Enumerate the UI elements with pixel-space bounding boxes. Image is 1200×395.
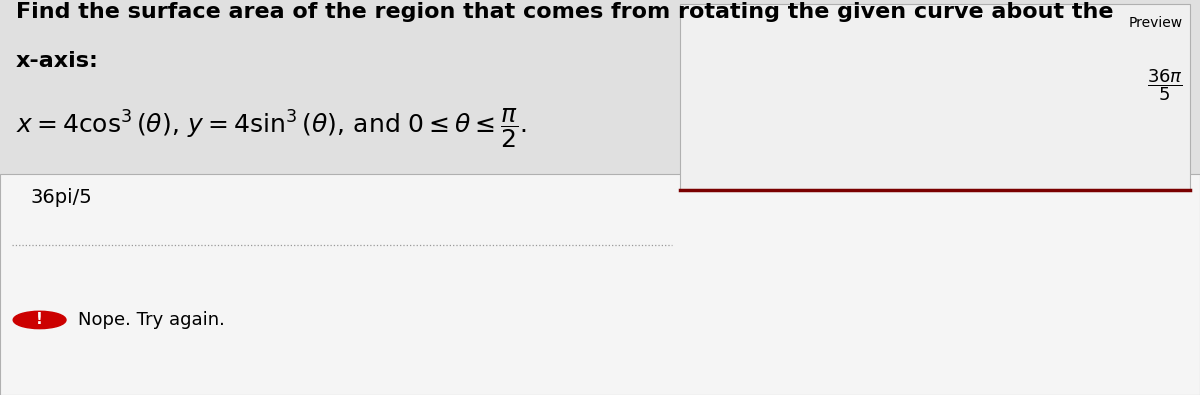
Bar (0, 174, 1200, 395)
Text: 36pi/5: 36pi/5 (30, 188, 91, 207)
Text: Find the surface area of the region that comes from rotating the given curve abo: Find the surface area of the region that… (16, 2, 1114, 22)
Text: $x = 4\cos^3(\theta),\, y = 4\sin^3(\theta),\, \text{and } 0 \leq \theta \leq \d: $x = 4\cos^3(\theta),\, y = 4\sin^3(\the… (16, 107, 527, 150)
Text: $\dfrac{36\pi}{5}$: $\dfrac{36\pi}{5}$ (1147, 67, 1183, 103)
Text: x-axis:: x-axis: (16, 51, 98, 71)
Text: Nope. Try again.: Nope. Try again. (78, 311, 224, 329)
Circle shape (13, 311, 66, 329)
Bar (680, 4, 1190, 190)
Text: !: ! (36, 312, 43, 327)
Text: Preview: Preview (1129, 16, 1183, 30)
